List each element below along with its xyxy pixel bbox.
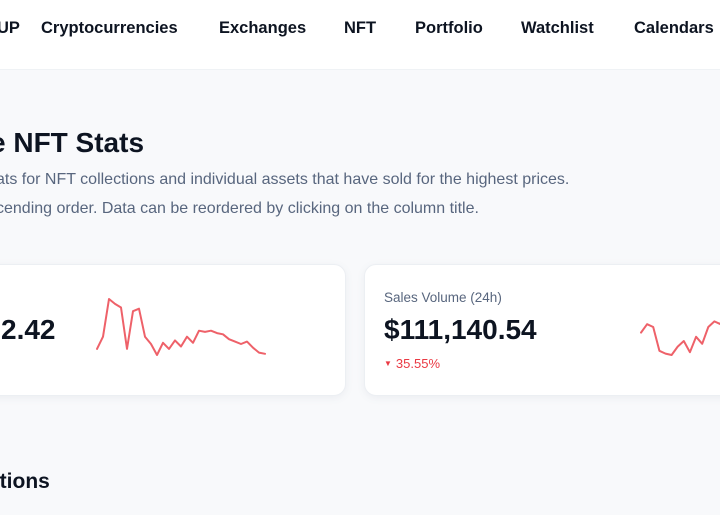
sparkline-chart xyxy=(640,320,720,356)
nav-cryptocurrencies[interactable]: Cryptocurrencies xyxy=(41,19,178,37)
stat-card-value: 2.42 xyxy=(1,314,56,345)
nav-nft[interactable]: NFT xyxy=(344,19,377,37)
caret-down-icon: ▼ xyxy=(384,359,392,368)
nav-watchlist[interactable]: Watchlist xyxy=(521,19,594,37)
nav-portfolio[interactable]: Portfolio xyxy=(415,19,483,37)
stat-card-value: $111,140.54 xyxy=(384,314,537,345)
stat-card-sales-volume: Sales Volume (24h) $111,140.54 ▼ 35.55% xyxy=(364,264,720,396)
sparkline-line xyxy=(640,320,720,356)
page-description-line-1: ats for NFT collections and individual a… xyxy=(0,171,570,188)
nav-exchanges[interactable]: Exchanges xyxy=(219,19,307,37)
top-navigation: UP Cryptocurrencies Exchanges NFT Portfo… xyxy=(0,0,720,70)
section-title: ctions xyxy=(0,470,50,493)
page-title: e NFT Stats xyxy=(0,127,145,158)
stat-card-label: Sales Volume (24h) xyxy=(384,290,502,305)
stat-card-change-value: 35.55% xyxy=(395,356,441,371)
sparkline-line xyxy=(96,298,266,356)
page-description-line-2: cending order. Data can be reordered by … xyxy=(0,200,479,217)
logo-text[interactable]: UP xyxy=(0,19,20,37)
nav-calendars[interactable]: Calendars xyxy=(634,19,714,37)
sparkline-chart xyxy=(96,298,266,356)
stat-card-first: 2.42 xyxy=(0,264,346,396)
stat-card-change: ▼ 35.55% xyxy=(384,356,440,371)
